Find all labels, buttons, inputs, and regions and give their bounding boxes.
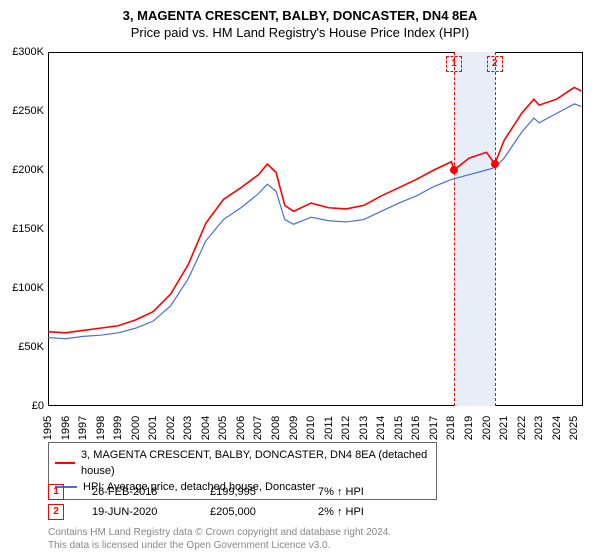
attribution-text: Contains HM Land Registry data © Crown c…: [48, 526, 391, 552]
sale-date: 26-FEB-2018: [92, 486, 182, 498]
x-tick-label: 2015: [393, 416, 405, 440]
chart-subtitle: Price paid vs. HM Land Registry's House …: [0, 23, 600, 40]
sale-marker-dot: [450, 166, 458, 174]
x-tick-label: 2019: [463, 416, 475, 440]
sale-price: £199,995: [210, 486, 290, 498]
x-tick-label: 1996: [60, 416, 72, 440]
x-tick-label: 2010: [305, 416, 317, 440]
chart-plot-area: £0£50K£100K£150K£200K£250K£300K12: [48, 52, 583, 406]
x-tick-label: 2006: [235, 416, 247, 440]
x-tick-label: 2025: [568, 416, 580, 440]
sale-row: 1 26-FEB-2018 £199,995 7% ↑ HPI: [48, 484, 583, 500]
sale-date: 19-JUN-2020: [92, 506, 182, 518]
sale-pct: 2% ↑ HPI: [318, 506, 364, 518]
x-tick-label: 2021: [498, 416, 510, 440]
attribution-line: This data is licensed under the Open Gov…: [48, 539, 391, 552]
y-tick-label: £100K: [12, 282, 44, 294]
sale-row: 2 19-JUN-2020 £205,000 2% ↑ HPI: [48, 504, 583, 520]
chart-title: 3, MAGENTA CRESCENT, BALBY, DONCASTER, D…: [0, 0, 600, 23]
y-tick-label: £50K: [18, 341, 44, 353]
x-tick-label: 1997: [77, 416, 89, 440]
x-tick-label: 2005: [217, 416, 229, 440]
sales-table: 1 26-FEB-2018 £199,995 7% ↑ HPI 2 19-JUN…: [48, 484, 583, 524]
y-tick-label: £200K: [12, 164, 44, 176]
sale-pct: 7% ↑ HPI: [318, 486, 364, 498]
x-tick-label: 2014: [375, 416, 387, 440]
sale-marker-box: 2: [487, 56, 503, 72]
x-tick-label: 2012: [340, 416, 352, 440]
x-tick-label: 2023: [533, 416, 545, 440]
x-tick-label: 2000: [130, 416, 142, 440]
sale-marker-icon: 1: [48, 484, 64, 500]
x-tick-label: 2003: [182, 416, 194, 440]
sale-marker-dot: [491, 160, 499, 168]
x-tick-label: 2016: [410, 416, 422, 440]
x-tick-label: 1995: [42, 416, 54, 440]
sale-price: £205,000: [210, 506, 290, 518]
y-tick-label: £150K: [12, 223, 44, 235]
x-tick-label: 1998: [95, 416, 107, 440]
x-tick-label: 2011: [323, 416, 335, 440]
series-line-hpi: [48, 104, 581, 339]
x-tick-label: 2004: [200, 416, 212, 440]
x-tick-label: 2020: [481, 416, 493, 440]
x-tick-label: 2024: [551, 416, 563, 440]
x-tick-label: 2009: [288, 416, 300, 440]
x-tick-label: 2017: [428, 416, 440, 440]
x-tick-label: 2001: [147, 416, 159, 440]
y-tick-label: £250K: [12, 105, 44, 117]
y-tick-label: £300K: [12, 46, 44, 58]
legend-label: 3, MAGENTA CRESCENT, BALBY, DONCASTER, D…: [81, 447, 430, 479]
x-tick-label: 2018: [445, 416, 457, 440]
series-line-property: [48, 87, 581, 332]
x-tick-label: 2022: [516, 416, 528, 440]
x-tick-label: 2008: [270, 416, 282, 440]
x-tick-label: 2002: [165, 416, 177, 440]
y-tick-label: £0: [32, 400, 44, 412]
x-tick-label: 1999: [112, 416, 124, 440]
page-container: 3, MAGENTA CRESCENT, BALBY, DONCASTER, D…: [0, 0, 600, 560]
x-tick-label: 2007: [252, 416, 264, 440]
x-tick-label: 2013: [358, 416, 370, 440]
legend-swatch: [55, 462, 75, 464]
x-axis-labels: 1995199619971998199920002001200220032004…: [48, 410, 583, 440]
sale-marker-box: 1: [446, 56, 462, 72]
sale-marker-icon: 2: [48, 504, 64, 520]
legend-item: 3, MAGENTA CRESCENT, BALBY, DONCASTER, D…: [55, 447, 430, 479]
attribution-line: Contains HM Land Registry data © Crown c…: [48, 526, 391, 539]
